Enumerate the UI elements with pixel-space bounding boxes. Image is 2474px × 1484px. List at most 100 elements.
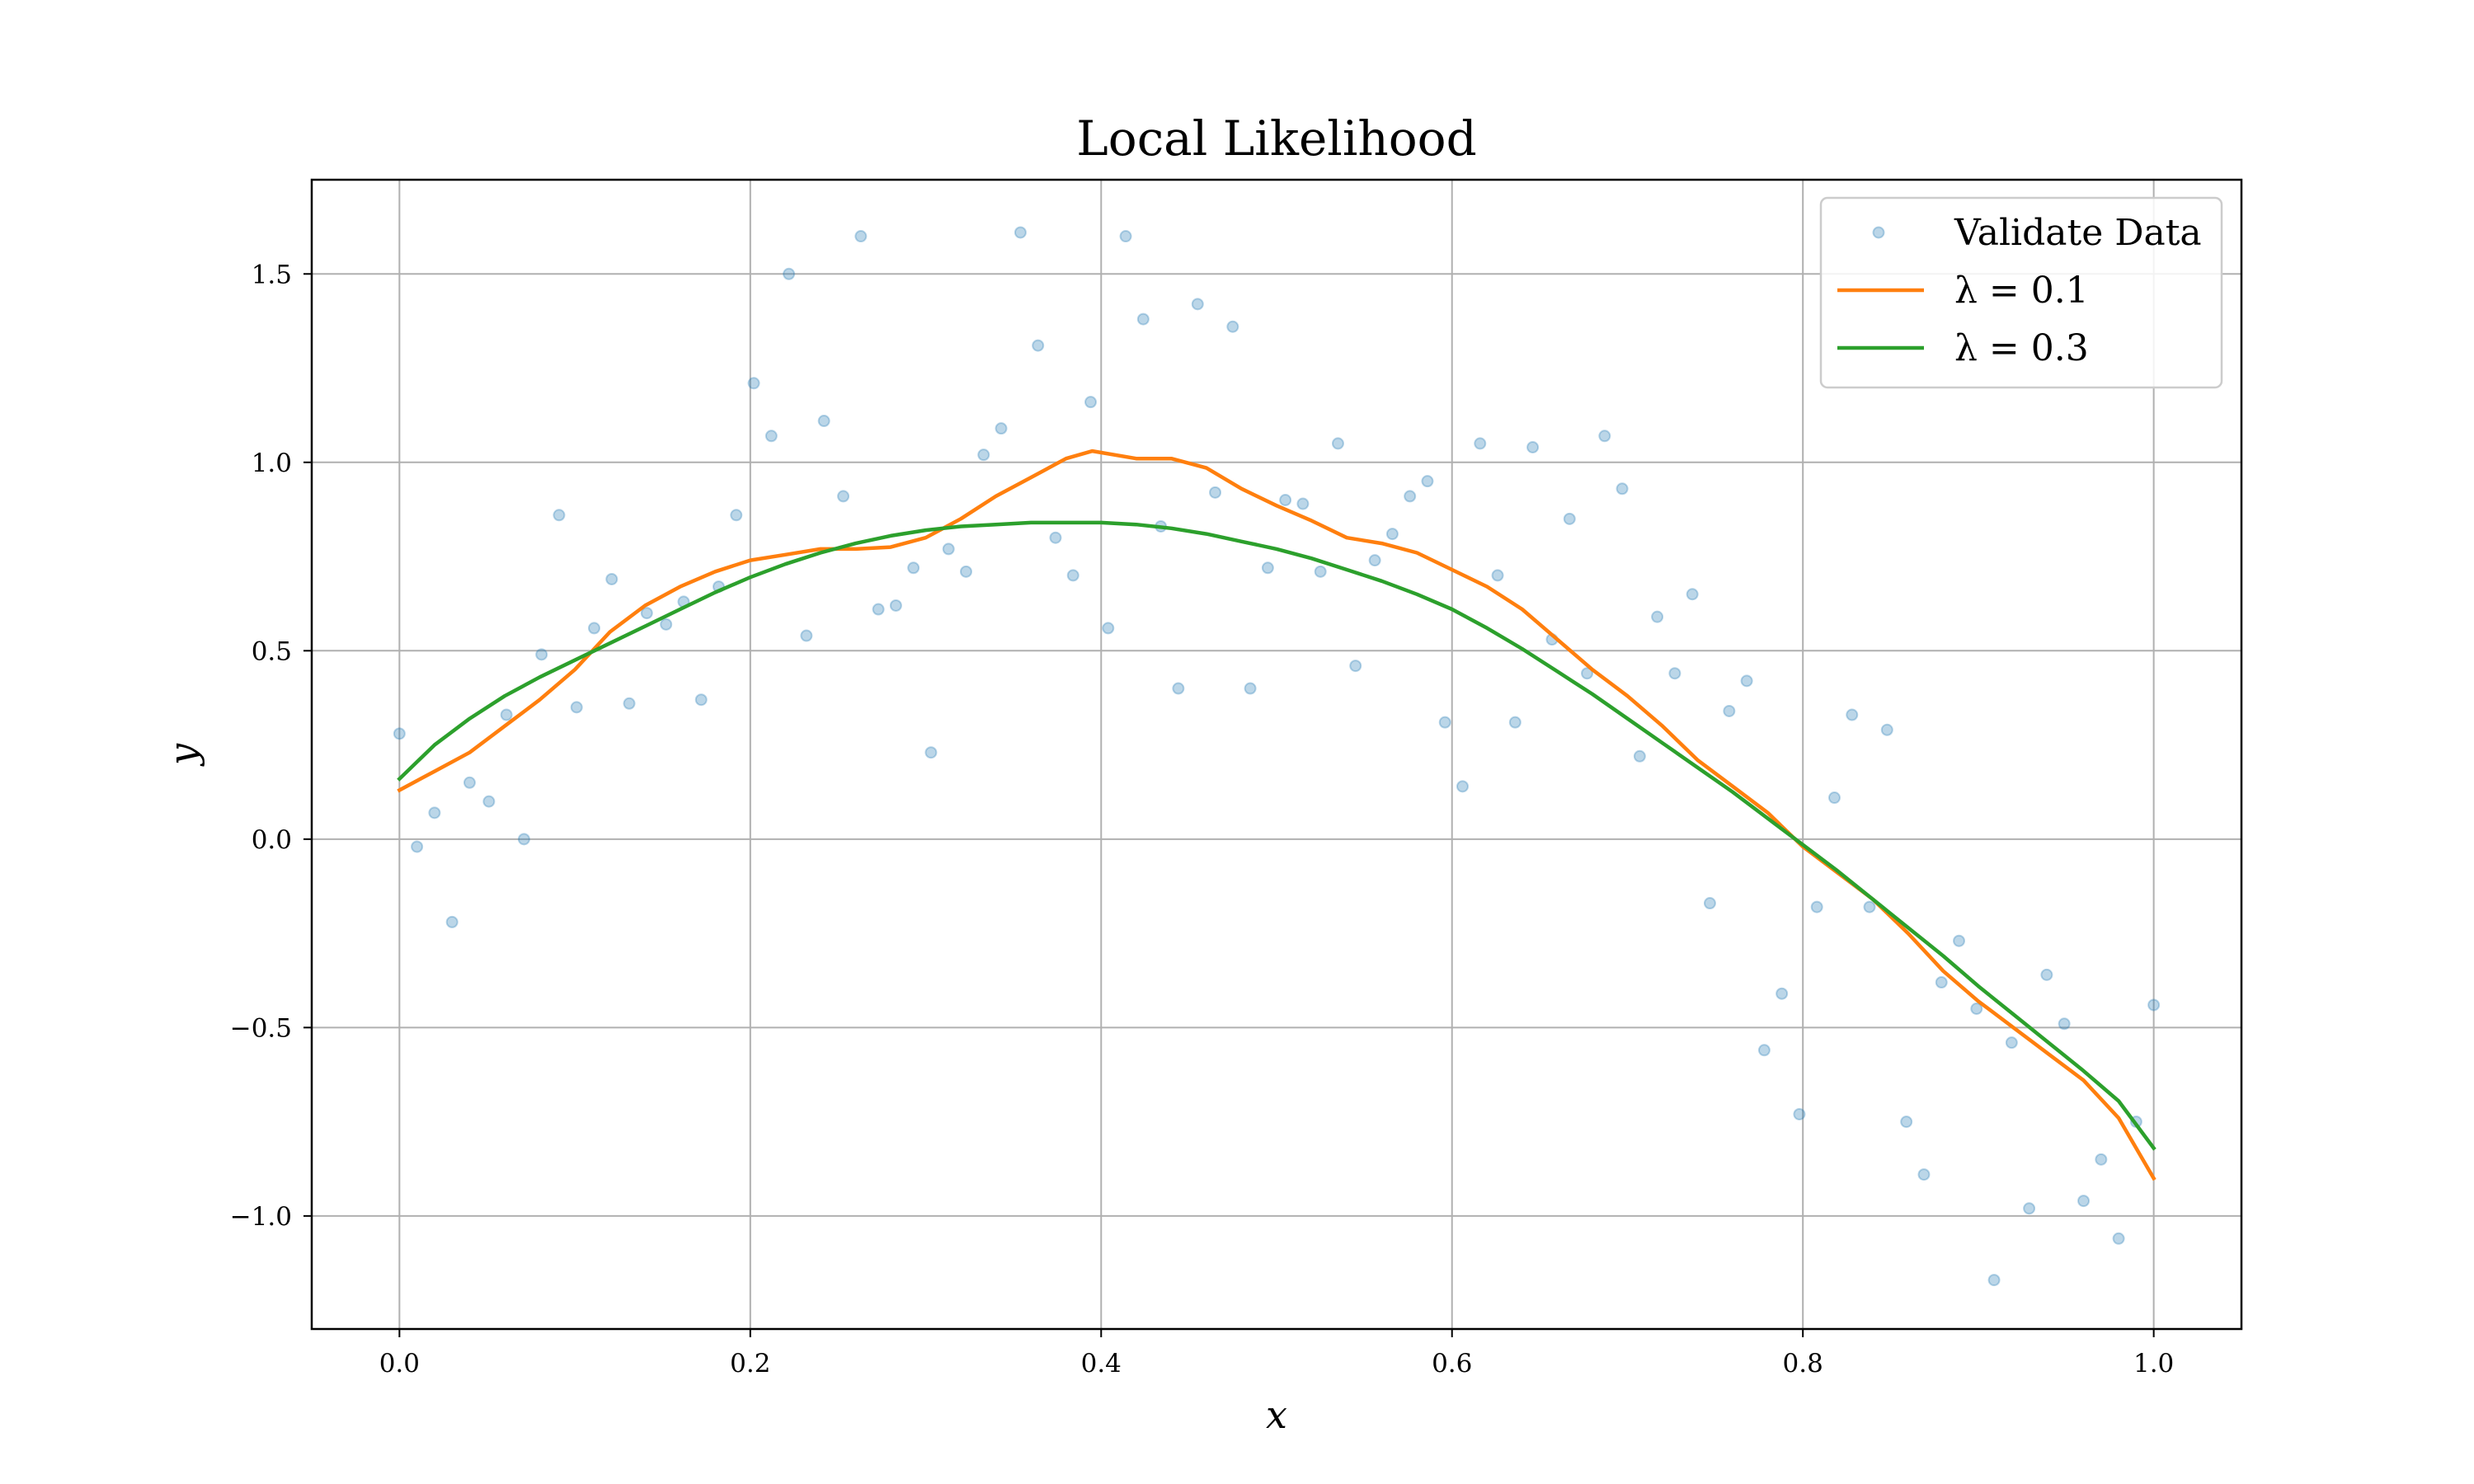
data-point	[1935, 976, 1948, 989]
data-point	[1102, 622, 1115, 635]
data-point	[1049, 531, 1062, 544]
data-point	[463, 776, 476, 789]
data-point	[1066, 569, 1079, 582]
data-point	[1119, 230, 1132, 243]
y-tick-label: 1.0	[252, 448, 292, 478]
data-point	[1668, 667, 1681, 680]
data-point	[694, 693, 708, 707]
data-point	[854, 230, 868, 243]
data-point	[995, 422, 1008, 435]
data-point	[1368, 554, 1381, 567]
x-tick-label: 0.2	[730, 1349, 770, 1378]
data-point	[535, 648, 548, 661]
scatter-layer	[393, 226, 2161, 1287]
data-point	[1474, 437, 1487, 450]
data-point	[1917, 1168, 1931, 1181]
x-tick-label: 0.4	[1081, 1349, 1122, 1378]
data-point	[977, 448, 990, 462]
data-point	[500, 708, 513, 721]
data-point	[1279, 493, 1292, 506]
data-point	[1491, 569, 1504, 582]
data-point	[2147, 998, 2161, 1012]
data-point	[1581, 667, 1594, 680]
data-point	[1810, 900, 1823, 913]
data-point	[1438, 716, 1451, 729]
data-point	[800, 629, 813, 642]
data-point	[1421, 475, 1434, 488]
data-point	[1880, 723, 1893, 736]
data-point	[1191, 298, 1204, 311]
data-point	[2112, 1232, 2125, 1245]
data-point	[872, 603, 885, 616]
data-point	[1723, 704, 1736, 717]
y-tick-label: −1.0	[230, 1202, 292, 1232]
data-point	[783, 267, 796, 280]
legend: Validate Data λ = 0.1 λ = 0.3	[1819, 196, 2223, 389]
legend-marker-validate-data	[1872, 226, 1885, 239]
data-point	[1032, 339, 1045, 352]
data-point	[2095, 1153, 2108, 1166]
x-tick-label: 0.0	[379, 1349, 420, 1378]
data-point	[2058, 1017, 2071, 1031]
data-point	[747, 377, 760, 390]
data-point	[1084, 396, 1098, 409]
grid-layer	[312, 180, 2241, 1329]
y-tick-label: 0.5	[252, 636, 292, 666]
data-point	[924, 746, 938, 759]
data-point	[1793, 1107, 1806, 1120]
data-point	[1633, 749, 1646, 763]
data-point	[1456, 780, 1469, 793]
data-point	[889, 599, 902, 612]
data-point	[1296, 497, 1310, 510]
data-point	[1385, 528, 1399, 541]
data-point	[1526, 441, 1540, 454]
x-tick-label: 0.6	[1432, 1349, 1472, 1378]
legend-label-lambda-0-1: λ = 0.1	[1954, 270, 2089, 312]
data-point	[1686, 588, 1699, 601]
data-point	[605, 572, 618, 585]
x-axis-label: x	[1266, 1392, 1287, 1437]
data-point	[1757, 1044, 1771, 1057]
data-point	[1703, 897, 1716, 910]
data-point	[1136, 312, 1150, 326]
data-point	[2005, 1036, 2018, 1050]
data-point	[1508, 716, 1522, 729]
data-point	[1740, 674, 1753, 688]
y-axis-label: y	[161, 743, 205, 767]
data-point	[1616, 482, 1629, 495]
legend-label-validate-data: Validate Data	[1954, 212, 2202, 254]
data-point	[428, 806, 441, 819]
ticks-layer: 0.0 0.2 0.4 0.6 0.8 1.0 −1.0 −0.5 0.0 0.5 1.0 1.5	[230, 260, 2175, 1378]
data-point	[1953, 934, 1966, 947]
data-point	[1172, 682, 1185, 695]
data-point	[1563, 512, 1576, 525]
data-point	[2077, 1195, 2091, 1208]
data-point	[411, 840, 424, 853]
data-point	[623, 697, 636, 710]
data-point	[553, 509, 566, 522]
data-point	[907, 561, 920, 575]
data-point	[2040, 968, 2053, 981]
data-point	[817, 415, 830, 428]
series-line-lambda-0-3	[397, 520, 2157, 1151]
data-point	[1404, 490, 1417, 503]
data-point	[1846, 708, 1859, 721]
data-point	[1014, 226, 1027, 239]
data-point	[764, 430, 778, 443]
data-point	[837, 490, 850, 503]
x-tick-label: 1.0	[2133, 1349, 2174, 1378]
data-point	[1244, 682, 1257, 695]
data-point	[570, 701, 583, 714]
data-point	[1651, 610, 1664, 623]
data-point	[587, 622, 600, 635]
data-point	[1261, 561, 1274, 575]
data-point	[1314, 565, 1327, 578]
series-layer	[397, 448, 2157, 1181]
data-point	[1827, 791, 1841, 805]
data-point	[1209, 486, 1222, 499]
data-point	[2023, 1202, 2036, 1215]
data-point	[1970, 1003, 1983, 1016]
data-point	[1226, 320, 1239, 333]
data-point	[1349, 660, 1362, 673]
